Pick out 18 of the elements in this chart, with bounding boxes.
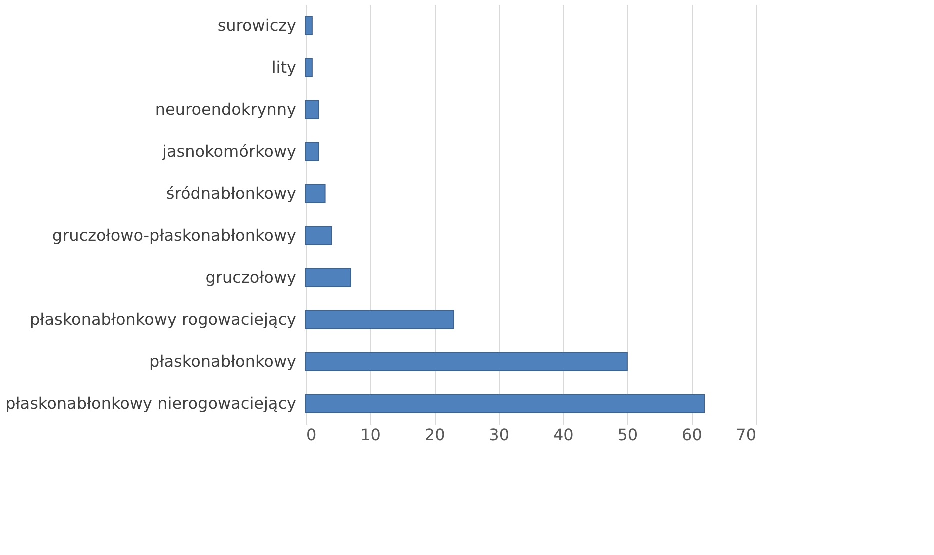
y-tick-label: surowiczy — [218, 16, 296, 35]
y-tick-label: płaskonabłonkowy nierogowaciejący — [6, 394, 296, 413]
y-tick-label: lity — [272, 58, 296, 77]
y-tick-label: płaskonabłonkowy — [150, 352, 296, 371]
x-tick-label: 40 — [553, 426, 574, 444]
x-tick-label: 50 — [618, 426, 638, 444]
y-tick-label: płaskonabłonkowy rogowaciejący — [30, 310, 296, 329]
y-tick-label: śródnabłonkowy — [166, 184, 296, 203]
y-tick-label: gruczołowo-płaskonabłonkowy — [52, 226, 296, 245]
x-tick-label: 70 — [736, 426, 756, 444]
x-tick-label: 0 — [306, 426, 317, 444]
x-tick-label: 20 — [424, 426, 446, 444]
x-tick-label: 10 — [360, 426, 381, 444]
x-tick-label: 60 — [682, 426, 702, 444]
y-tick-label: gruczołowy — [206, 268, 296, 287]
y-tick-label: neuroendokrynny — [155, 100, 296, 119]
y-tick-label: jasnokomórkowy — [162, 142, 296, 161]
x-tick-label: 30 — [489, 426, 510, 444]
